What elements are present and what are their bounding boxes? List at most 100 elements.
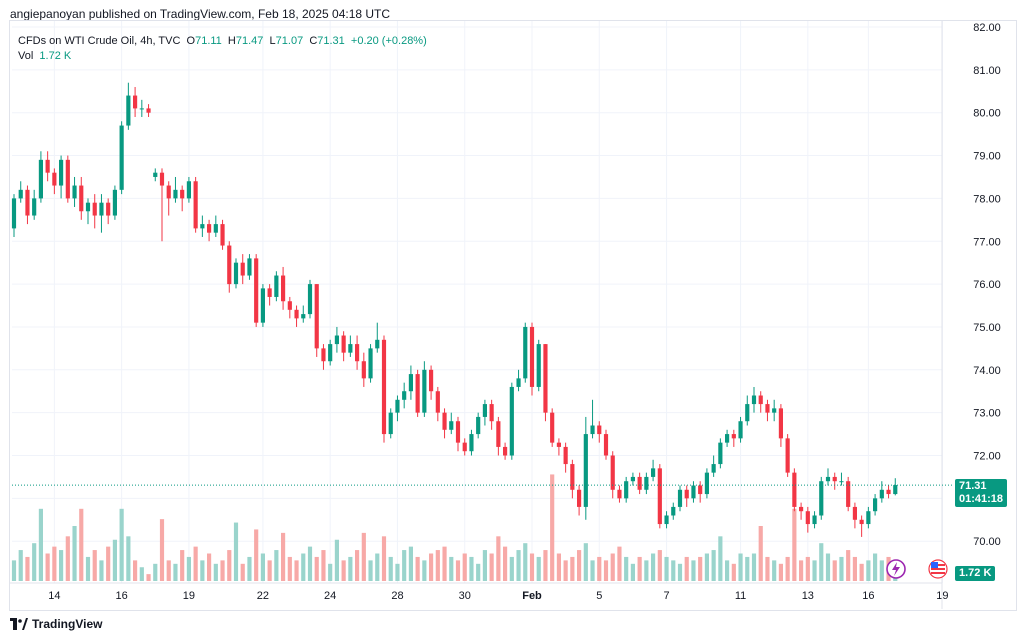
candle-body (657, 468, 662, 525)
symbol-label: CFDs on WTI Crude Oil, 4h, TVC (18, 35, 181, 47)
candle-body (402, 391, 407, 400)
candle-body (489, 404, 494, 422)
volume-bar (159, 519, 165, 581)
volume-bar (684, 556, 689, 581)
volume-bar (563, 560, 568, 581)
volume-bar (65, 536, 70, 581)
volume-bar (455, 560, 461, 581)
volume-bar (503, 546, 508, 581)
volume-bar (799, 560, 804, 581)
volume-bar (523, 543, 528, 581)
candle-body (731, 434, 736, 439)
candle-body (462, 442, 467, 452)
volume-bar (254, 529, 259, 581)
candle-body (698, 485, 703, 495)
volume-bar (778, 563, 783, 581)
volume-bar (832, 560, 837, 581)
volume-bar (469, 556, 474, 581)
volume-bar (233, 522, 239, 581)
candle-body (65, 159, 70, 199)
candle-body (267, 288, 272, 297)
volume-bar (624, 556, 629, 581)
candle-body (180, 189, 185, 199)
volume-bar (711, 550, 716, 581)
volume-bar (59, 550, 64, 581)
y-tick-label: 77.00 (973, 236, 1001, 248)
volume-bar (738, 553, 743, 581)
volume-bar (745, 556, 750, 581)
candle-body (408, 374, 413, 392)
bar-countdown: 01:41:18 (959, 493, 1004, 505)
candle-body (314, 284, 319, 349)
volume-bar (704, 553, 709, 581)
candle-body (260, 288, 265, 323)
y-tick-label: 75.00 (973, 322, 1001, 334)
volume-bar (32, 543, 37, 581)
change-value: +0.20 (+0.28%) (350, 35, 427, 47)
candle-body (18, 189, 23, 199)
volume-bar (18, 550, 23, 581)
volume-bar (846, 550, 851, 581)
candle-body (375, 339, 380, 349)
volume-label: Vol (18, 50, 34, 62)
volume-bar (368, 560, 373, 581)
candle-body (624, 481, 629, 499)
volume-bar (577, 550, 582, 581)
volume-bar (570, 556, 575, 581)
volume-bar (274, 550, 279, 581)
volume-bar (859, 563, 864, 581)
candle-body (281, 275, 286, 302)
candle-body (52, 172, 57, 186)
high-value: 71.47 (235, 35, 264, 47)
candle-body (765, 404, 770, 413)
volume-bar (677, 563, 683, 581)
candle-body (92, 202, 97, 216)
volume-bar (442, 546, 447, 581)
close-value: 71.31 (317, 35, 345, 47)
candle-body (159, 172, 165, 186)
volume-bar (355, 550, 360, 581)
y-tick-label: 72.00 (973, 451, 1001, 463)
footer-brand: TradingView (32, 617, 103, 631)
candle-body (738, 421, 743, 439)
volume-bar (341, 560, 346, 581)
volume-bar (603, 560, 609, 581)
volume-badge: 1.72 K (955, 566, 996, 581)
candle-body (677, 489, 683, 507)
candle-body (509, 386, 514, 456)
candle-body (59, 159, 64, 186)
x-tick-label: 30 (459, 590, 471, 602)
candle-body (523, 326, 528, 379)
candle-body (254, 258, 259, 323)
candle-body (603, 434, 609, 456)
candle-body (334, 335, 339, 345)
axis-layer: 82.00 81.00 80.00 79.00 78.00 77.00 76.00 75.00… (9, 21, 1001, 609)
candle-body (233, 262, 239, 285)
volume-bar (718, 536, 723, 581)
candle-body (361, 361, 366, 379)
candle-body (597, 425, 602, 435)
candle-body (381, 339, 387, 435)
volume-bar (725, 560, 730, 581)
volume-bar (328, 563, 333, 581)
candle-body (213, 224, 218, 233)
volume-bar (307, 546, 313, 581)
candle-body (307, 284, 313, 315)
candle-body (745, 404, 750, 422)
us-flag-icon[interactable] (928, 559, 948, 579)
volume-bar (38, 508, 43, 581)
candle-body (873, 498, 878, 512)
candle-body (556, 442, 561, 447)
candle-body (422, 369, 427, 413)
candle-body (388, 412, 393, 435)
ohlc-legend: CFDs on WTI Crude Oil, 4h, TVC O71.11 H7… (18, 34, 427, 49)
candle-body (355, 344, 360, 362)
low-label: L (269, 35, 276, 47)
candle-body (368, 348, 373, 379)
lightning-icon[interactable] (886, 559, 906, 579)
candle-body (328, 344, 333, 362)
volume-bar (361, 532, 366, 581)
volume-bar (765, 556, 770, 581)
publisher-line: angiepanoyan published on TradingView.co… (10, 7, 391, 21)
